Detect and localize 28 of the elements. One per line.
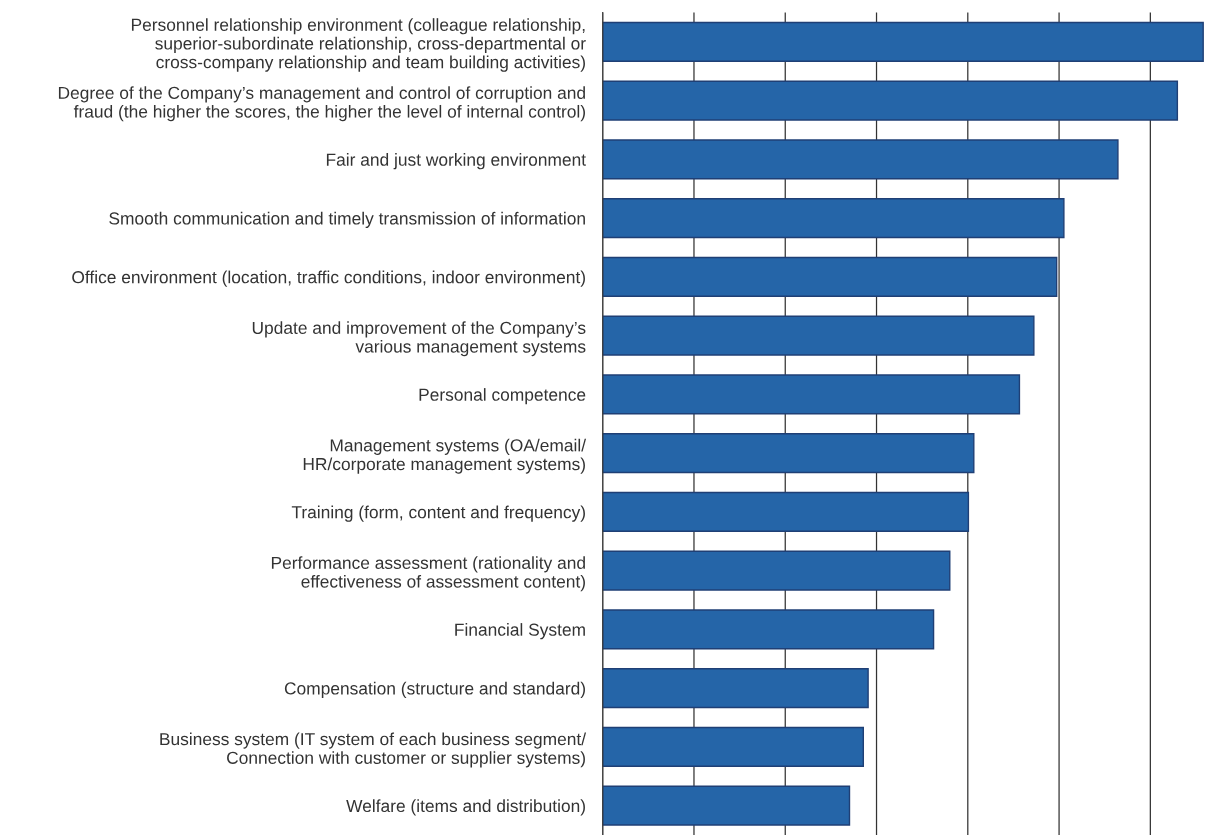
bar	[602, 256, 1058, 297]
bar	[602, 433, 975, 474]
y-tick-label: Personnel relationship environment (colleague relationship, superior-subordinate relationship, cross-departmental or cross-company relationship and team building activities)	[131, 18, 586, 72]
y-tick-label: Management systems (OA/email/ HR/corporate management systems)	[303, 438, 587, 474]
y-tick-label: Personal competence	[419, 388, 586, 405]
bar	[602, 80, 1179, 121]
y-tick-label: Training (form, content and frequency)	[291, 505, 585, 522]
bar	[602, 609, 935, 650]
bar	[602, 550, 951, 591]
y-tick-label: Financial System	[455, 623, 585, 640]
y-tick-label: Degree of the Company’s management and control of corruption and fraud (the higher the scores, the higher the level of internal control)	[58, 86, 585, 122]
y-tick-label: Office environment (location, traffic conditions, indoor environment)	[72, 270, 585, 287]
bar	[602, 491, 970, 532]
bar	[602, 374, 1021, 415]
bar	[602, 198, 1065, 239]
y-tick-label: Performance assessment (rationality and effectiveness of assessment content)	[271, 556, 585, 592]
bar	[602, 139, 1119, 180]
y-tick-label: Smooth communication and timely transmission of information	[109, 211, 585, 229]
bar	[602, 726, 865, 767]
y-tick-label: Business system (IT system of each business segment/ Connection with customer or supplier systems)	[160, 732, 587, 768]
bar	[602, 785, 851, 826]
y-tick-label: Fair and just working environment	[326, 153, 586, 170]
y-tick-label: Update and improvement of the Company’s various management systems	[252, 321, 586, 357]
y-tick-label: Compensation (structure and standard)	[284, 681, 585, 699]
bar	[602, 21, 1204, 62]
bar	[602, 315, 1035, 356]
bar	[602, 668, 869, 709]
y-tick-label: Welfare (items and distribution)	[346, 799, 585, 816]
